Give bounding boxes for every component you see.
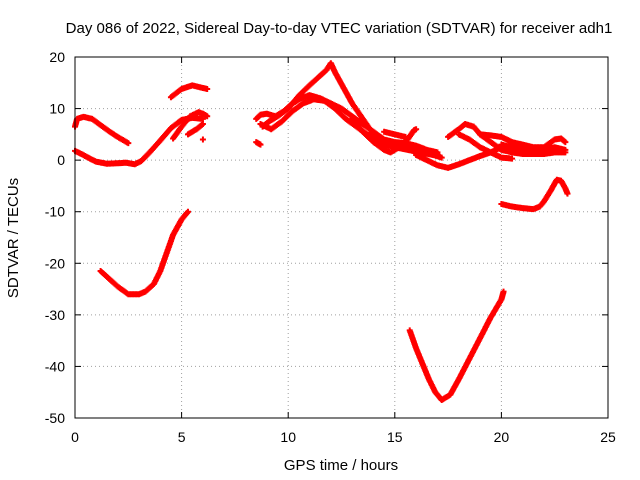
y-tick-label: 20 [49, 49, 65, 65]
y-tick-label: -50 [45, 410, 65, 426]
series-track-9 [257, 96, 441, 157]
x-axis-label: GPS time / hours [284, 457, 398, 474]
data-point [438, 154, 445, 161]
data-point [199, 115, 206, 122]
x-tick-label: 20 [494, 429, 510, 445]
y-tick-label: 10 [49, 101, 65, 117]
series-track-12 [381, 128, 409, 140]
series-track-19 [498, 176, 571, 213]
y-tick-label: -40 [45, 358, 65, 374]
data-point [500, 288, 507, 295]
plot-frame [74, 56, 609, 419]
data-points [72, 60, 571, 403]
data-point [204, 113, 211, 120]
series-track-5 [199, 136, 206, 143]
data-point [509, 155, 516, 162]
data-point [562, 149, 569, 156]
data-point [413, 126, 420, 133]
data-point [184, 208, 191, 215]
x-tick-label: 5 [178, 429, 186, 445]
data-point [199, 136, 206, 143]
series-track-1 [72, 113, 132, 147]
series-track-6 [167, 82, 211, 101]
data-point [125, 140, 132, 147]
y-tick-label: -30 [45, 307, 65, 323]
axis-ticks: 0 5 10 15 20 25 20 10 0 -10 -20 -30 -40 -50 [45, 49, 616, 445]
series-track-3 [170, 109, 211, 142]
data-point [562, 139, 569, 146]
series-track-4 [184, 121, 206, 138]
data-point [204, 85, 211, 92]
series-track-7 [97, 208, 191, 298]
series-track-16 [455, 131, 516, 162]
chart-title: Day 086 of 2022, Sidereal Day-to-day VTE… [66, 20, 613, 37]
series-track-17 [477, 131, 569, 151]
series-track-10 [259, 60, 445, 161]
series-track-13 [253, 139, 264, 148]
x-tick-label: 15 [387, 429, 403, 445]
y-tick-label: -10 [45, 204, 65, 220]
data-point [402, 133, 409, 140]
series-track-15 [445, 121, 569, 157]
series-track-20 [406, 288, 507, 403]
series-track-18 [498, 141, 533, 154]
series-track-11 [349, 115, 420, 156]
y-tick-label: 0 [57, 152, 65, 168]
data-point [199, 121, 206, 128]
data-point [564, 190, 571, 197]
x-tick-label: 25 [600, 429, 616, 445]
y-tick-label: -20 [45, 255, 65, 271]
y-axis-label: SDTVAR / TECUs [5, 178, 22, 298]
x-tick-label: 0 [71, 429, 79, 445]
data-point [257, 141, 264, 148]
data-point [526, 147, 533, 154]
x-tick-label: 10 [280, 429, 296, 445]
